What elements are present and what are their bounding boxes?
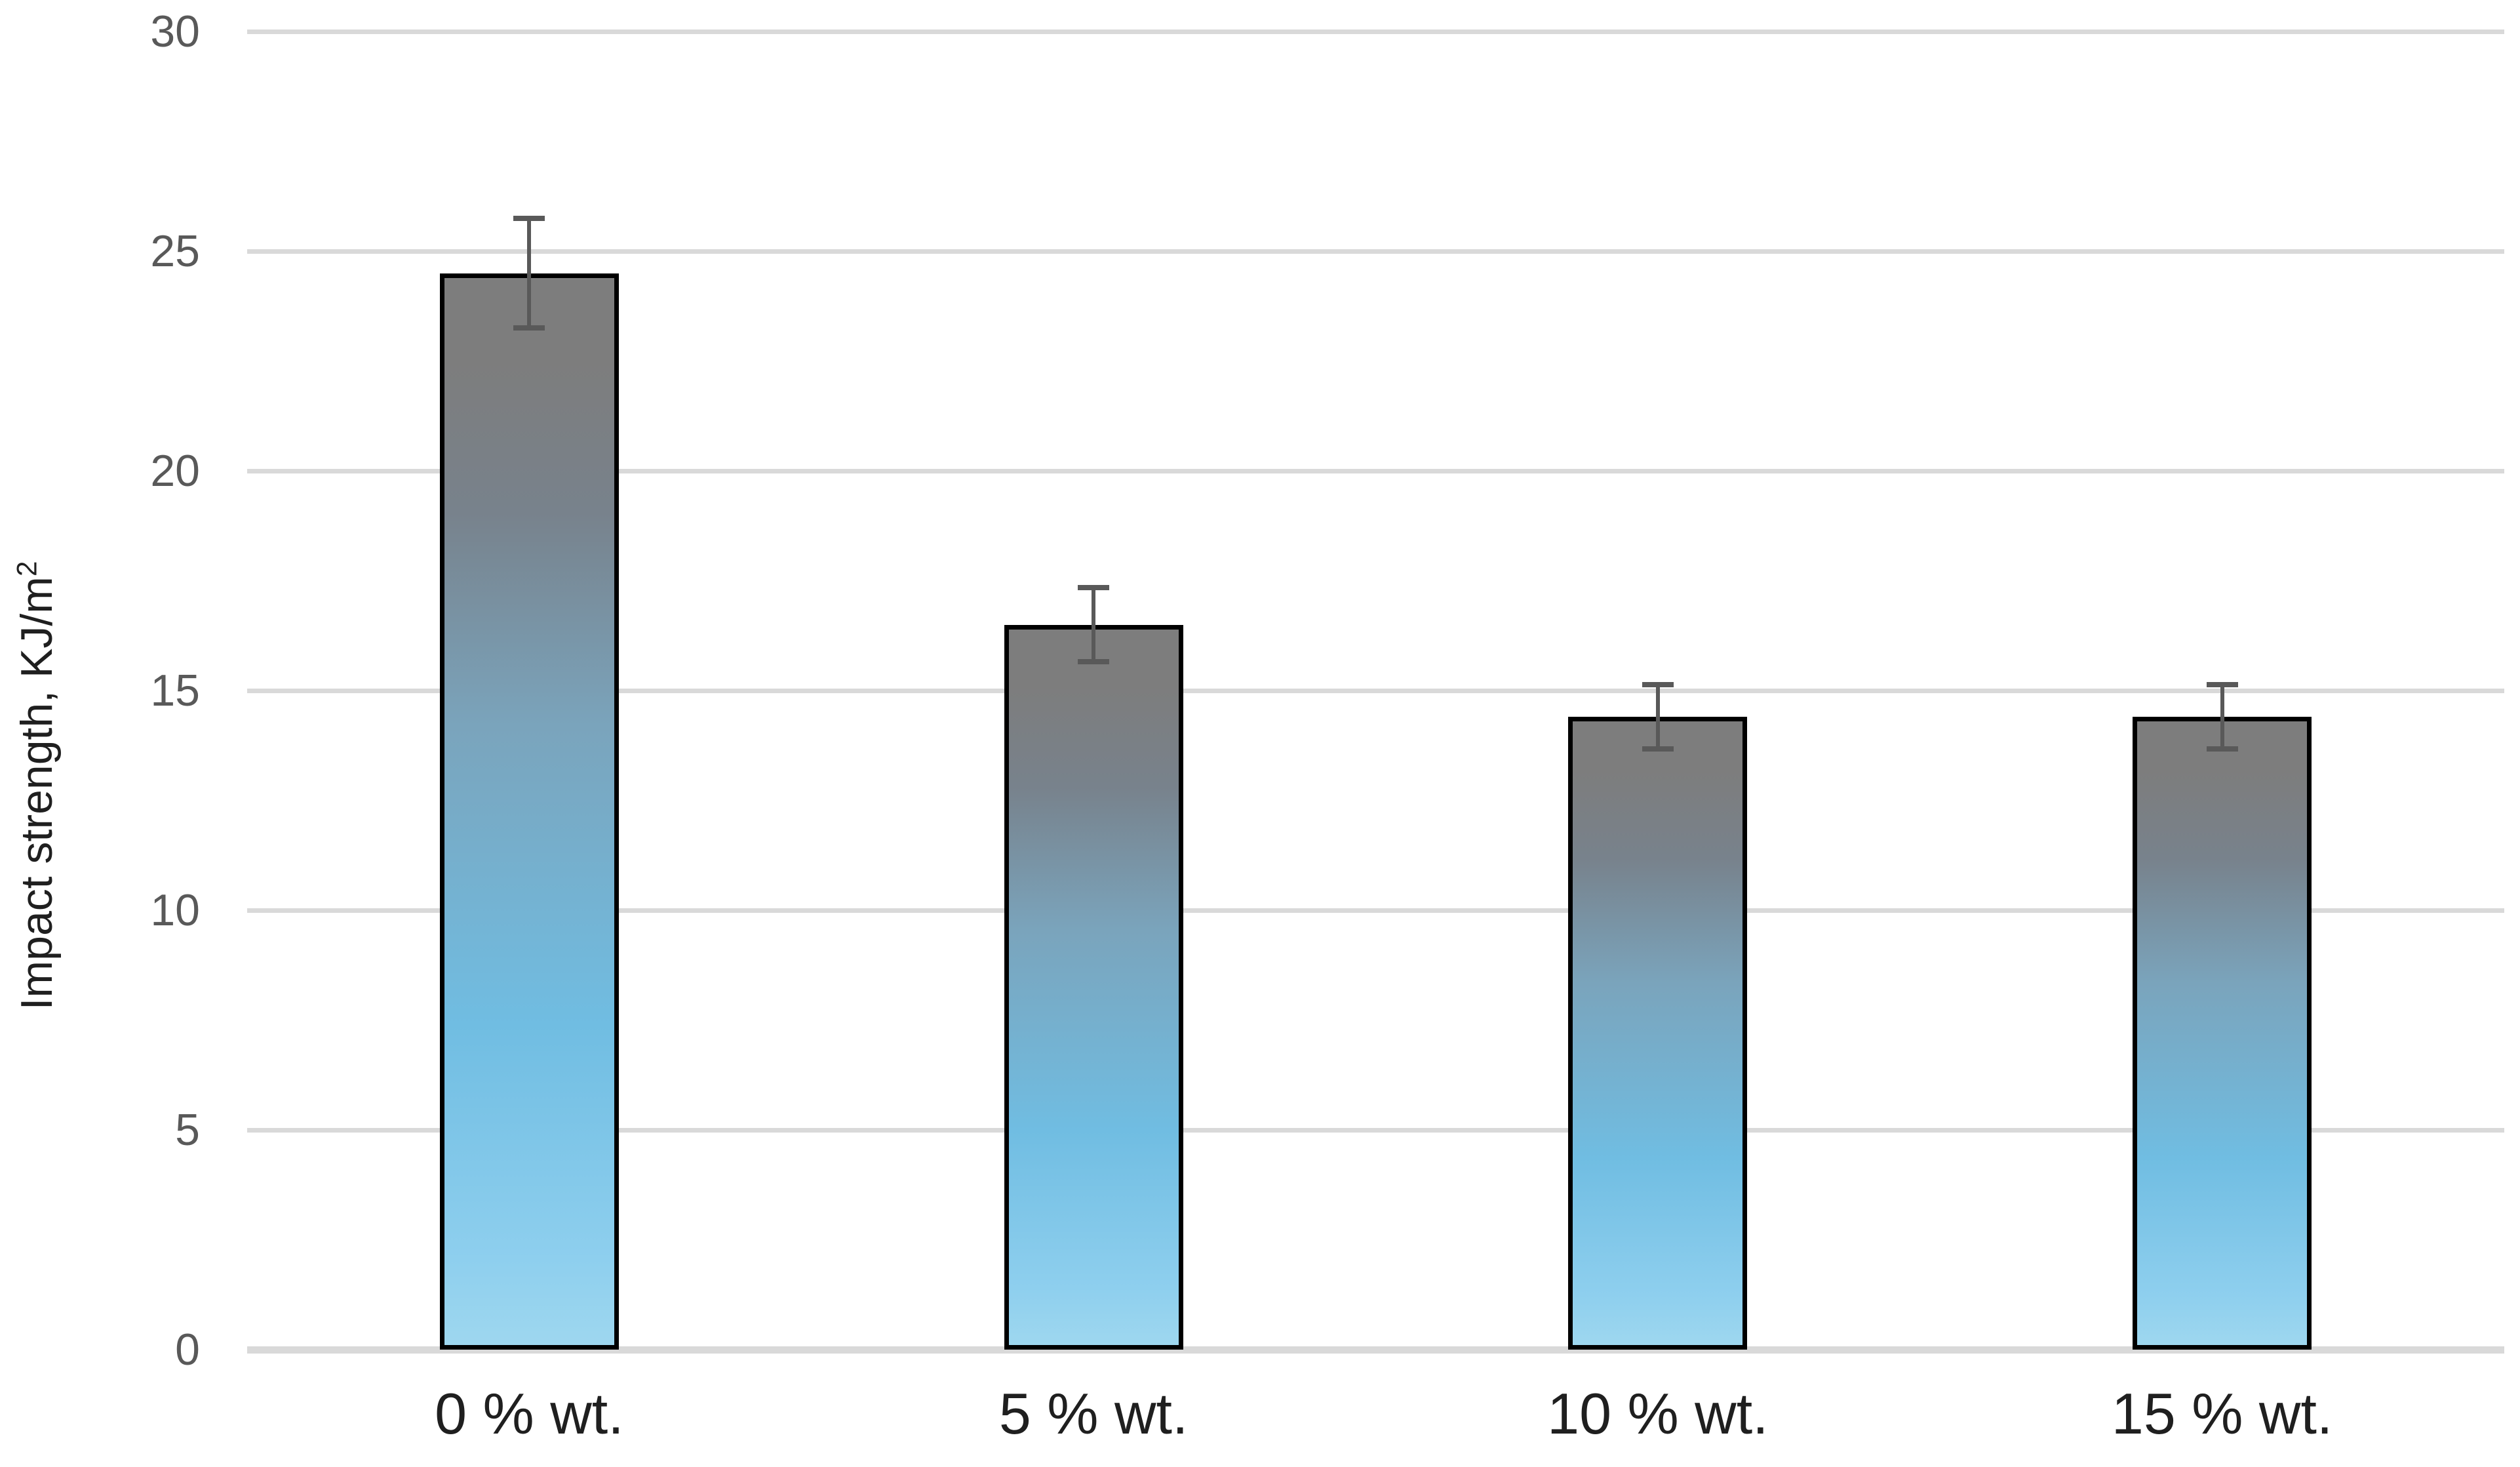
error-bar-cap	[513, 325, 545, 331]
error-bar-cap	[1078, 659, 1110, 665]
error-bar-cap	[1078, 584, 1110, 590]
bar-5-%-wt.	[1004, 624, 1183, 1350]
error-bar-cap	[513, 215, 545, 221]
y-tick-label: 15	[150, 666, 200, 715]
error-bar-cap	[2206, 746, 2238, 752]
gridline	[247, 30, 2504, 34]
error-bar-cap	[1642, 746, 1674, 752]
x-category-label: 10 % wt.	[1547, 1381, 1769, 1446]
error-bar-stem	[1655, 685, 1660, 750]
x-category-label: 5 % wt.	[998, 1381, 1189, 1446]
gridline	[247, 469, 2504, 473]
error-bar-cap	[2206, 682, 2238, 688]
error-bar-stem	[527, 218, 532, 329]
bar-0-%-wt.	[439, 273, 619, 1350]
gridline	[247, 689, 2504, 693]
y-tick-label: 10	[150, 885, 200, 935]
error-bar-stem	[1092, 587, 1096, 662]
gridline	[247, 1128, 2504, 1133]
x-category-label: 0 % wt.	[435, 1381, 624, 1446]
gridline	[247, 908, 2504, 913]
bar-10-%-wt.	[1568, 717, 1748, 1350]
bar-15-%-wt.	[2133, 717, 2312, 1350]
error-bar-cap	[1642, 682, 1674, 688]
y-tick-label: 20	[150, 446, 200, 496]
x-category-label: 15 % wt.	[2111, 1381, 2333, 1446]
y-axis-title-text: Impact strength, KJ/m	[12, 576, 62, 1011]
error-bar-stem	[2220, 685, 2224, 750]
x-axis-line	[247, 1346, 2504, 1354]
y-tick-label: 25	[150, 226, 200, 276]
y-tick-label: 5	[175, 1105, 200, 1155]
y-axis-title-superscript: 2	[11, 561, 43, 577]
y-axis-title: Impact strength, KJ/m2	[11, 561, 62, 1011]
y-tick-label: 30	[150, 7, 200, 56]
gridline	[247, 249, 2504, 254]
y-tick-label: 0	[175, 1325, 200, 1375]
